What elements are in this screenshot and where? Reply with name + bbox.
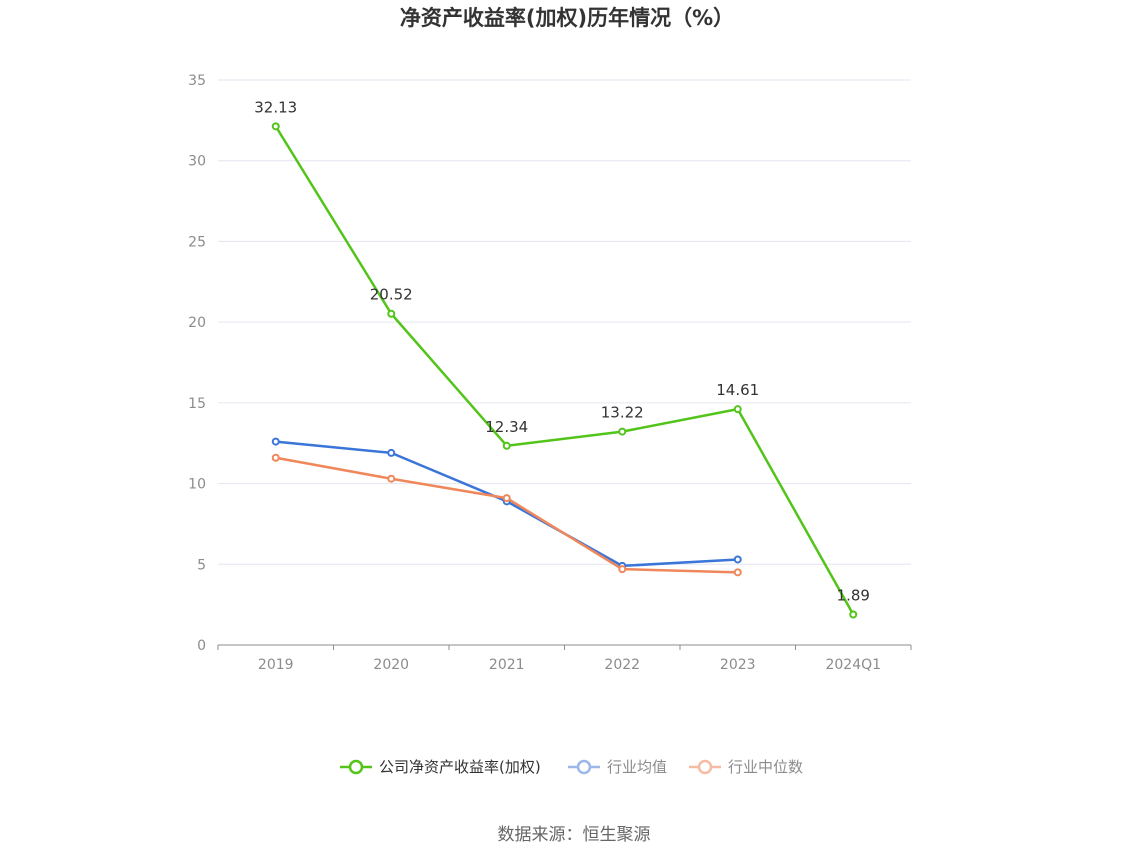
- data-label: 14.61: [716, 381, 759, 399]
- data-label: 32.13: [254, 98, 297, 116]
- data-point[interactable]: [387, 474, 396, 483]
- y-tick-label: 5: [197, 557, 206, 573]
- data-point[interactable]: [387, 309, 396, 318]
- y-tick-label: 0: [197, 638, 206, 654]
- y-tick-label: 10: [188, 477, 206, 493]
- legend-item[interactable]: 行业中位数: [689, 758, 803, 776]
- data-point[interactable]: [733, 405, 742, 414]
- data-point[interactable]: [618, 427, 627, 436]
- x-tick-label: 2019: [258, 657, 294, 673]
- data-label: 20.52: [370, 286, 413, 304]
- data-point[interactable]: [502, 441, 511, 450]
- data-label: 12.34: [485, 418, 528, 436]
- chart-title: 净资产收益率(加权)历年情况（%）: [400, 6, 734, 30]
- x-axis: 2019 2020 2021 2022 2023 2024Q1: [217, 644, 912, 673]
- legend-marker-icon: [576, 759, 592, 775]
- data-point[interactable]: [502, 494, 511, 503]
- legend-item[interactable]: 行业均值: [568, 758, 667, 776]
- legend[interactable]: 公司净资产收益率(加权) 行业均值 行业中位数: [340, 758, 803, 776]
- x-tick-label: 2020: [373, 657, 409, 673]
- x-tick-label: 2022: [604, 657, 640, 673]
- source-note: 数据来源：恒生聚源: [498, 825, 651, 845]
- grid-lines: [218, 79, 911, 565]
- legend-label: 行业中位数: [728, 758, 803, 776]
- y-tick-label: 20: [188, 315, 206, 331]
- data-labels: 32.13 20.52 12.34 13.22 14.61 1.89: [254, 98, 870, 604]
- y-tick-label: 30: [188, 154, 206, 170]
- data-point[interactable]: [271, 453, 280, 462]
- x-tick-label: 2024Q1: [825, 657, 881, 673]
- data-label: 13.22: [601, 404, 644, 422]
- series-line: [274, 125, 855, 616]
- x-tick-label: 2021: [489, 657, 525, 673]
- legend-label: 行业均值: [607, 758, 667, 776]
- series-layer: [271, 122, 858, 619]
- legend-marker-icon: [348, 759, 364, 775]
- data-point[interactable]: [387, 448, 396, 457]
- legend-marker-icon: [697, 759, 713, 775]
- data-point[interactable]: [271, 437, 280, 446]
- legend-label: 公司净资产收益率(加权): [379, 758, 541, 776]
- data-point[interactable]: [618, 565, 627, 574]
- x-tick-label: 2023: [720, 657, 756, 673]
- data-label: 1.89: [837, 586, 870, 604]
- y-axis: 0 5 10 15 20 25 30 35: [188, 73, 206, 654]
- series-line: [275, 456, 738, 574]
- data-point[interactable]: [271, 122, 280, 131]
- y-tick-label: 25: [188, 234, 206, 250]
- data-point[interactable]: [849, 610, 858, 619]
- data-point[interactable]: [733, 568, 742, 577]
- legend-item[interactable]: 公司净资产收益率(加权): [340, 758, 541, 776]
- y-tick-label: 35: [188, 73, 206, 89]
- data-point[interactable]: [733, 555, 742, 564]
- y-tick-label: 15: [188, 396, 206, 412]
